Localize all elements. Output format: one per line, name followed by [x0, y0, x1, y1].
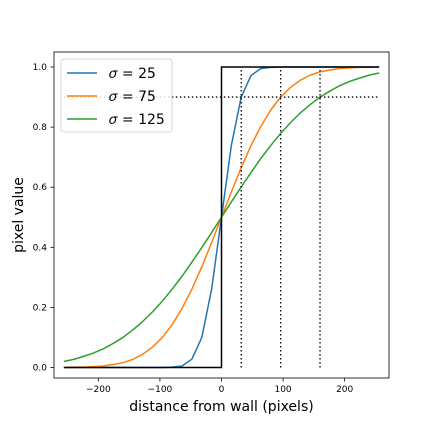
- legend-label: 𝜎 = 75: [109, 89, 156, 105]
- y-tick-label: 0.8: [33, 123, 48, 133]
- y-axis-label: pixel value: [11, 177, 27, 253]
- y-tick-label: 0.0: [33, 363, 48, 373]
- x-axis-label: distance from wall (pixels): [129, 399, 313, 415]
- x-tick-label: 200: [336, 385, 353, 395]
- x-tick-label: 0: [219, 385, 225, 395]
- y-tick-label: 0.6: [33, 183, 48, 193]
- x-tick-label: 100: [274, 385, 291, 395]
- y-tick-label: 0.2: [33, 303, 47, 313]
- legend: 𝜎 = 25 𝜎 = 75 𝜎 = 125: [61, 59, 172, 132]
- x-tick-label: −100: [148, 385, 173, 395]
- legend-label: 𝜎 = 25: [109, 66, 156, 82]
- y-tick-label: 1.0: [33, 63, 48, 73]
- legend-label: 𝜎 = 125: [109, 112, 165, 128]
- y-tick-label: 0.4: [33, 243, 48, 253]
- x-tick-label: −200: [86, 385, 111, 395]
